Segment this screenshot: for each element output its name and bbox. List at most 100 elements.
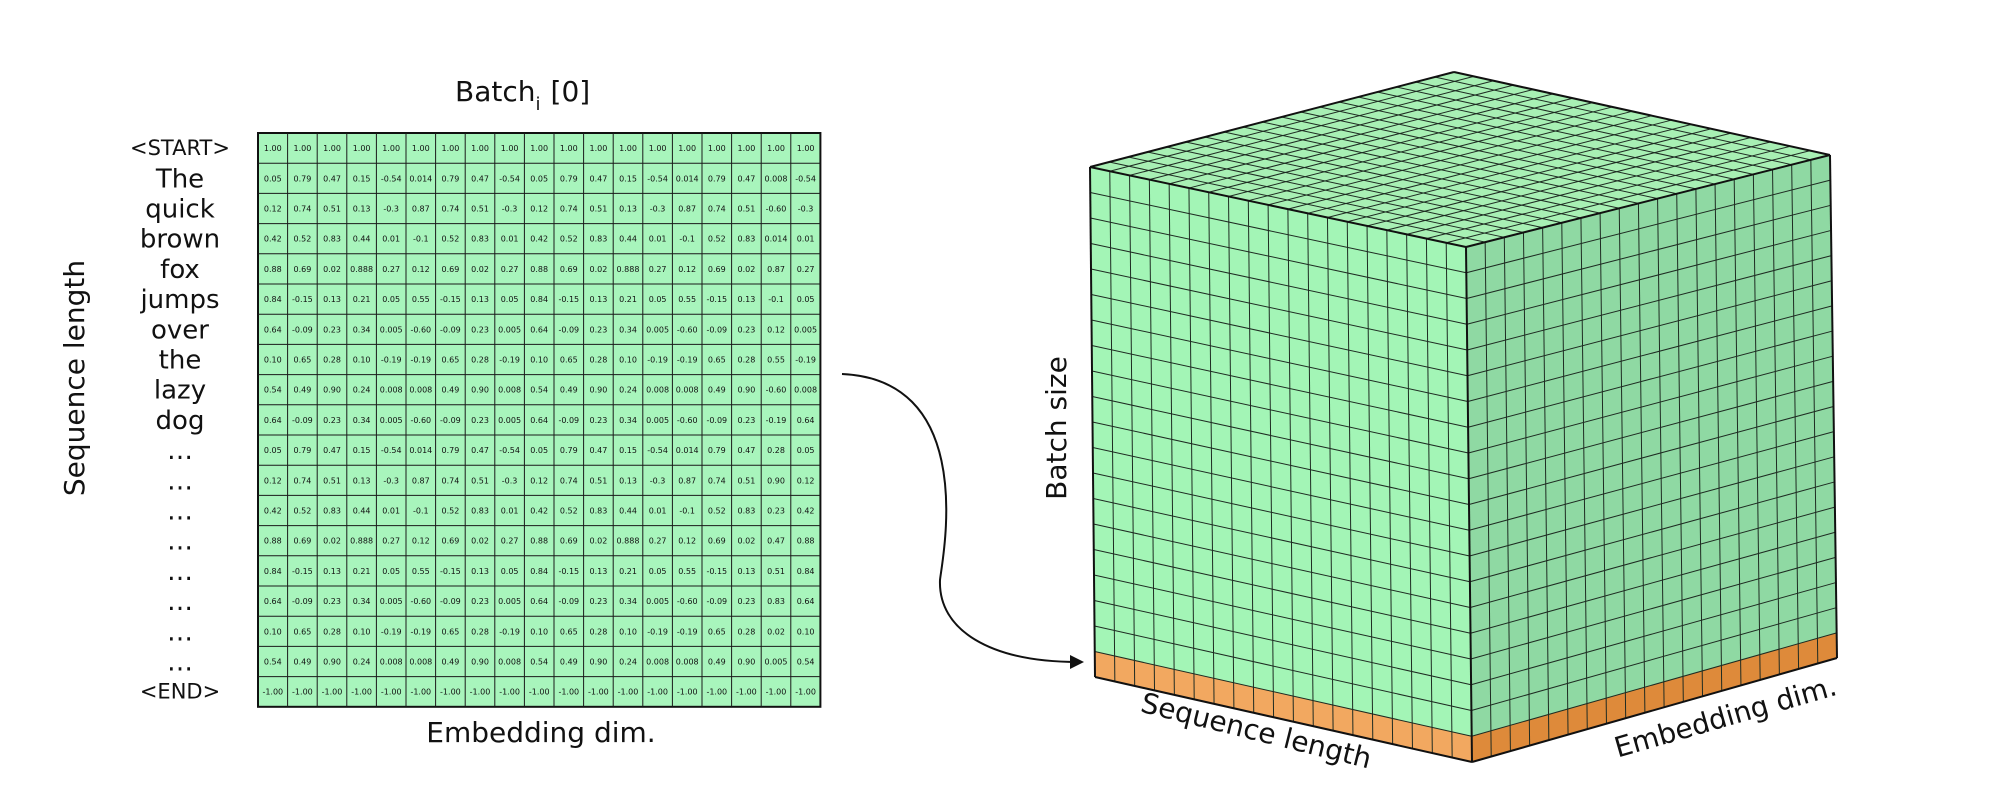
cube-front-gridline (1093, 549, 1471, 634)
matrix-cell: -0.60 (410, 597, 431, 606)
cube-front-gridline (1091, 294, 1468, 377)
matrix-cell: -0.19 (381, 356, 402, 365)
matrix-cell: 0.47 (323, 446, 341, 455)
cube-top-gridline (1319, 106, 1697, 190)
matrix-cell: 0.13 (737, 567, 755, 576)
token-label: … (167, 527, 193, 557)
matrix-cell: 0.51 (323, 205, 341, 214)
cube-top-gridline (1267, 110, 1633, 206)
cube-top-gridline (1338, 101, 1716, 185)
matrix-cell: 0.008 (498, 658, 521, 667)
matrix-cell: 0.34 (619, 416, 637, 425)
matrix-cell: -0.54 (647, 446, 668, 455)
matrix-cell: 0.51 (737, 476, 755, 485)
cube-top-gridline (1307, 119, 1672, 214)
matrix-cell: 0.90 (471, 658, 489, 667)
matrix-cell: 0.83 (323, 235, 341, 244)
cube-edge (1094, 676, 1473, 763)
matrix-cell: -0.09 (440, 416, 461, 425)
matrix-cell: -0.54 (795, 174, 816, 183)
matrix-cell: -0.09 (706, 325, 727, 334)
matrix-cell: 0.69 (293, 265, 311, 274)
matrix-cell: 0.27 (501, 537, 519, 546)
matrix-cell: 0.51 (589, 476, 607, 485)
matrix-cell: 1.00 (264, 144, 282, 153)
matrix-cell: 0.12 (264, 205, 282, 214)
matrix-cell: 0.52 (560, 235, 578, 244)
matrix-cell: -1.00 (440, 688, 461, 697)
matrix-cell: -0.54 (647, 174, 668, 183)
matrix-cell: -0.3 (798, 205, 814, 214)
matrix-cell: 0.014 (409, 446, 432, 455)
matrix-cell: 0.12 (797, 476, 815, 485)
matrix-cell: 0.54 (264, 386, 282, 395)
matrix-cell: 0.10 (797, 627, 815, 636)
matrix-cell: 0.02 (737, 265, 755, 274)
cube-top-gridline (1128, 156, 1505, 238)
cube-front-gridline (1092, 447, 1470, 531)
matrix-cell: 0.79 (441, 174, 459, 183)
token-label: brown (140, 225, 220, 255)
matrix-cell: 0.90 (589, 386, 607, 395)
matrix-cell: 0.49 (441, 386, 459, 395)
matrix-cell: -0.09 (558, 325, 579, 334)
matrix-cell: 0.05 (530, 174, 548, 183)
matrix-cell: 0.05 (264, 446, 282, 455)
cube-front-gridline (1090, 217, 1467, 299)
matrix-cell: 0.28 (589, 356, 607, 365)
matrix-cell: 1.00 (797, 144, 815, 153)
cube-front-gridline (1092, 472, 1470, 557)
matrix-cell: 0.888 (350, 537, 373, 546)
cube-front-gridline (1094, 651, 1472, 737)
matrix-title-index: [0] (551, 75, 591, 108)
matrix-cell: 0.42 (530, 507, 548, 516)
matrix-cell: 0.79 (560, 174, 578, 183)
matrix-cell: -1.00 (262, 688, 283, 697)
matrix-cell: 0.008 (498, 386, 521, 395)
matrix-cell: -0.1 (768, 295, 784, 304)
cube-top-gridline (1327, 123, 1692, 219)
matrix-cell: 0.34 (619, 597, 637, 606)
cube-side-gridline (1469, 431, 1834, 531)
matrix-cell: 0.47 (323, 174, 341, 183)
cube-top-gridline (1287, 115, 1653, 210)
matrix-cell: 0.69 (293, 537, 311, 546)
cube-front-gridline (1091, 319, 1468, 402)
cube-top-gridline (1415, 81, 1792, 166)
matrix-cell: 0.21 (353, 567, 371, 576)
matrix-cell: 0.23 (737, 597, 755, 606)
matrix-cell: 1.00 (293, 144, 311, 153)
matrix-cell: 0.005 (380, 416, 403, 425)
matrix-cell: 0.27 (649, 537, 667, 546)
matrix-cell: 0.23 (589, 416, 607, 425)
matrix-cell: -0.3 (650, 476, 666, 485)
token-label: over (151, 315, 209, 345)
matrix-cell: 0.84 (530, 567, 548, 576)
matrix-cell: 0.05 (797, 446, 815, 455)
matrix-cell: 0.23 (589, 325, 607, 334)
matrix-cell: 0.28 (323, 356, 341, 365)
matrix-cell: -1.00 (766, 688, 787, 697)
matrix-cell: 0.90 (737, 658, 755, 667)
matrix-cell: 0.49 (293, 386, 311, 395)
matrix-cell: 0.34 (353, 597, 371, 606)
matrix-cell: 0.008 (646, 658, 669, 667)
matrix-cell: -0.54 (381, 174, 402, 183)
token-label: … (167, 497, 193, 527)
matrix-cell: 1.00 (767, 144, 785, 153)
matrix-cell: -0.15 (706, 295, 727, 304)
cube-top-gridline (1426, 145, 1791, 240)
matrix-cell: 0.05 (382, 567, 400, 576)
cube-side-gridline (1466, 179, 1831, 274)
matrix-cell: -0.09 (558, 416, 579, 425)
matrix-cell: 0.005 (794, 325, 817, 334)
matrix-cell: -0.09 (292, 597, 313, 606)
cube-edge (1453, 71, 1831, 156)
matrix-cell: 0.49 (441, 658, 459, 667)
token-label: <START> (130, 136, 230, 160)
matrix-cell: 1.00 (737, 144, 755, 153)
matrix-cell: 0.64 (530, 325, 548, 334)
matrix-cell: 0.24 (619, 386, 637, 395)
matrix-cell: 0.888 (350, 265, 373, 274)
matrix-cell: -0.19 (499, 627, 520, 636)
